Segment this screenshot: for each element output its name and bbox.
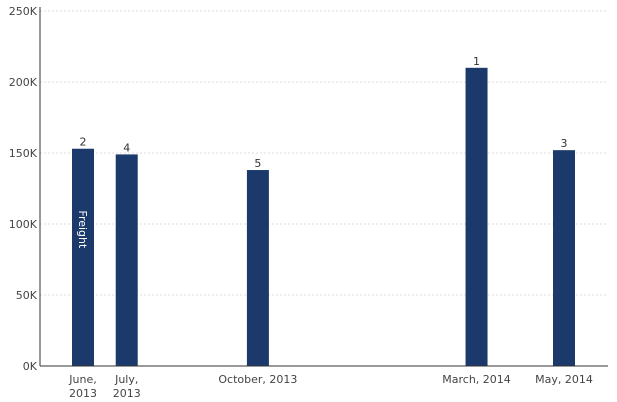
bar	[72, 148, 94, 366]
y-axis: 0K 50K 100K 150K 200K 250K	[9, 5, 41, 373]
bars	[72, 67, 575, 367]
bar-data-label: 3	[561, 137, 568, 150]
y-tick-label: 200K	[9, 76, 38, 89]
bar	[115, 154, 138, 366]
series-name-label: Freight	[76, 210, 89, 249]
x-tick-label: October, 2013	[218, 373, 297, 386]
x-tick-label: July, 2013	[113, 373, 141, 400]
bar	[465, 67, 488, 367]
y-tick-label: 50K	[16, 289, 38, 302]
x-axis: June, 2013 July, 2013 October, 2013 March, 20…	[40, 365, 608, 400]
data-labels: 2 4 5 1 3 Freight	[76, 55, 568, 249]
bar-data-label: 5	[254, 157, 261, 170]
y-tick-label: 250K	[9, 5, 38, 18]
y-tick-label: 150K	[9, 147, 38, 160]
y-tick-label: 0K	[23, 360, 38, 373]
gridlines	[40, 10, 608, 296]
bar	[246, 170, 269, 366]
bar-data-label: 1	[473, 55, 480, 68]
x-tick-label: June, 2013	[68, 373, 97, 400]
bar	[553, 150, 575, 366]
y-tick-label: 100K	[9, 218, 38, 231]
bar-data-label: 2	[80, 136, 87, 149]
bar-data-label: 4	[123, 141, 130, 154]
x-tick-label: May, 2014	[535, 373, 593, 386]
x-tick-label: March, 2014	[442, 373, 511, 386]
